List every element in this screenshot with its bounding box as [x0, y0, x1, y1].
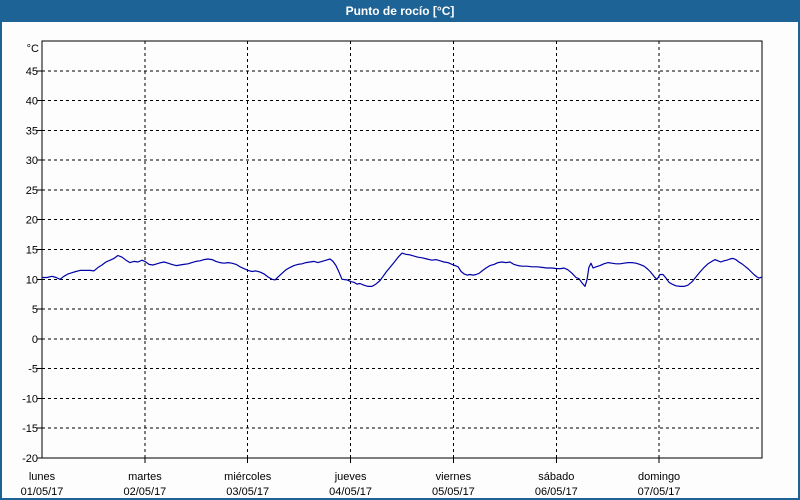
x-axis-day-label: viernes — [436, 471, 472, 483]
y-axis-label: 10 — [26, 274, 38, 286]
x-axis-date-label: 01/05/17 — [21, 486, 64, 498]
plot-border — [41, 40, 763, 459]
x-axis-date-label: 04/05/17 — [329, 486, 372, 498]
x-axis-day-label: domingo — [638, 471, 680, 483]
x-axis-day-label: lunes — [29, 471, 56, 483]
y-axis-label: 35 — [26, 125, 38, 137]
x-axis-date-label: 03/05/17 — [226, 486, 269, 498]
x-axis-date-label: 02/05/17 — [123, 486, 166, 498]
dew-point-line — [41, 252, 763, 287]
y-axis-label: 5 — [32, 304, 38, 316]
y-axis-unit-label: °C — [27, 43, 39, 55]
x-axis-day-label: martes — [128, 471, 162, 483]
y-axis-label: -10 — [22, 393, 38, 405]
y-axis-label: -5 — [28, 364, 38, 376]
x-axis-date-label: 05/05/17 — [432, 486, 475, 498]
x-axis-day-label: jueves — [334, 471, 367, 483]
y-axis-label: 45 — [26, 66, 38, 78]
y-axis-label: 25 — [26, 185, 38, 197]
x-axis-date-label: 07/05/17 — [638, 486, 681, 498]
window-title: Punto de rocío [°C] — [2, 0, 798, 22]
x-axis-date-label: 06/05/17 — [535, 486, 578, 498]
y-axis-label: 0 — [32, 334, 38, 346]
y-axis-label: 20 — [26, 215, 38, 227]
y-axis-label: 30 — [26, 155, 38, 167]
y-axis-label: -20 — [22, 453, 38, 465]
y-axis-label: 15 — [26, 245, 38, 257]
y-axis-label: -15 — [22, 423, 38, 435]
x-axis-day-label: sábado — [538, 471, 574, 483]
y-axis-label: 40 — [26, 96, 38, 108]
x-axis-day-label: miércoles — [224, 471, 272, 483]
